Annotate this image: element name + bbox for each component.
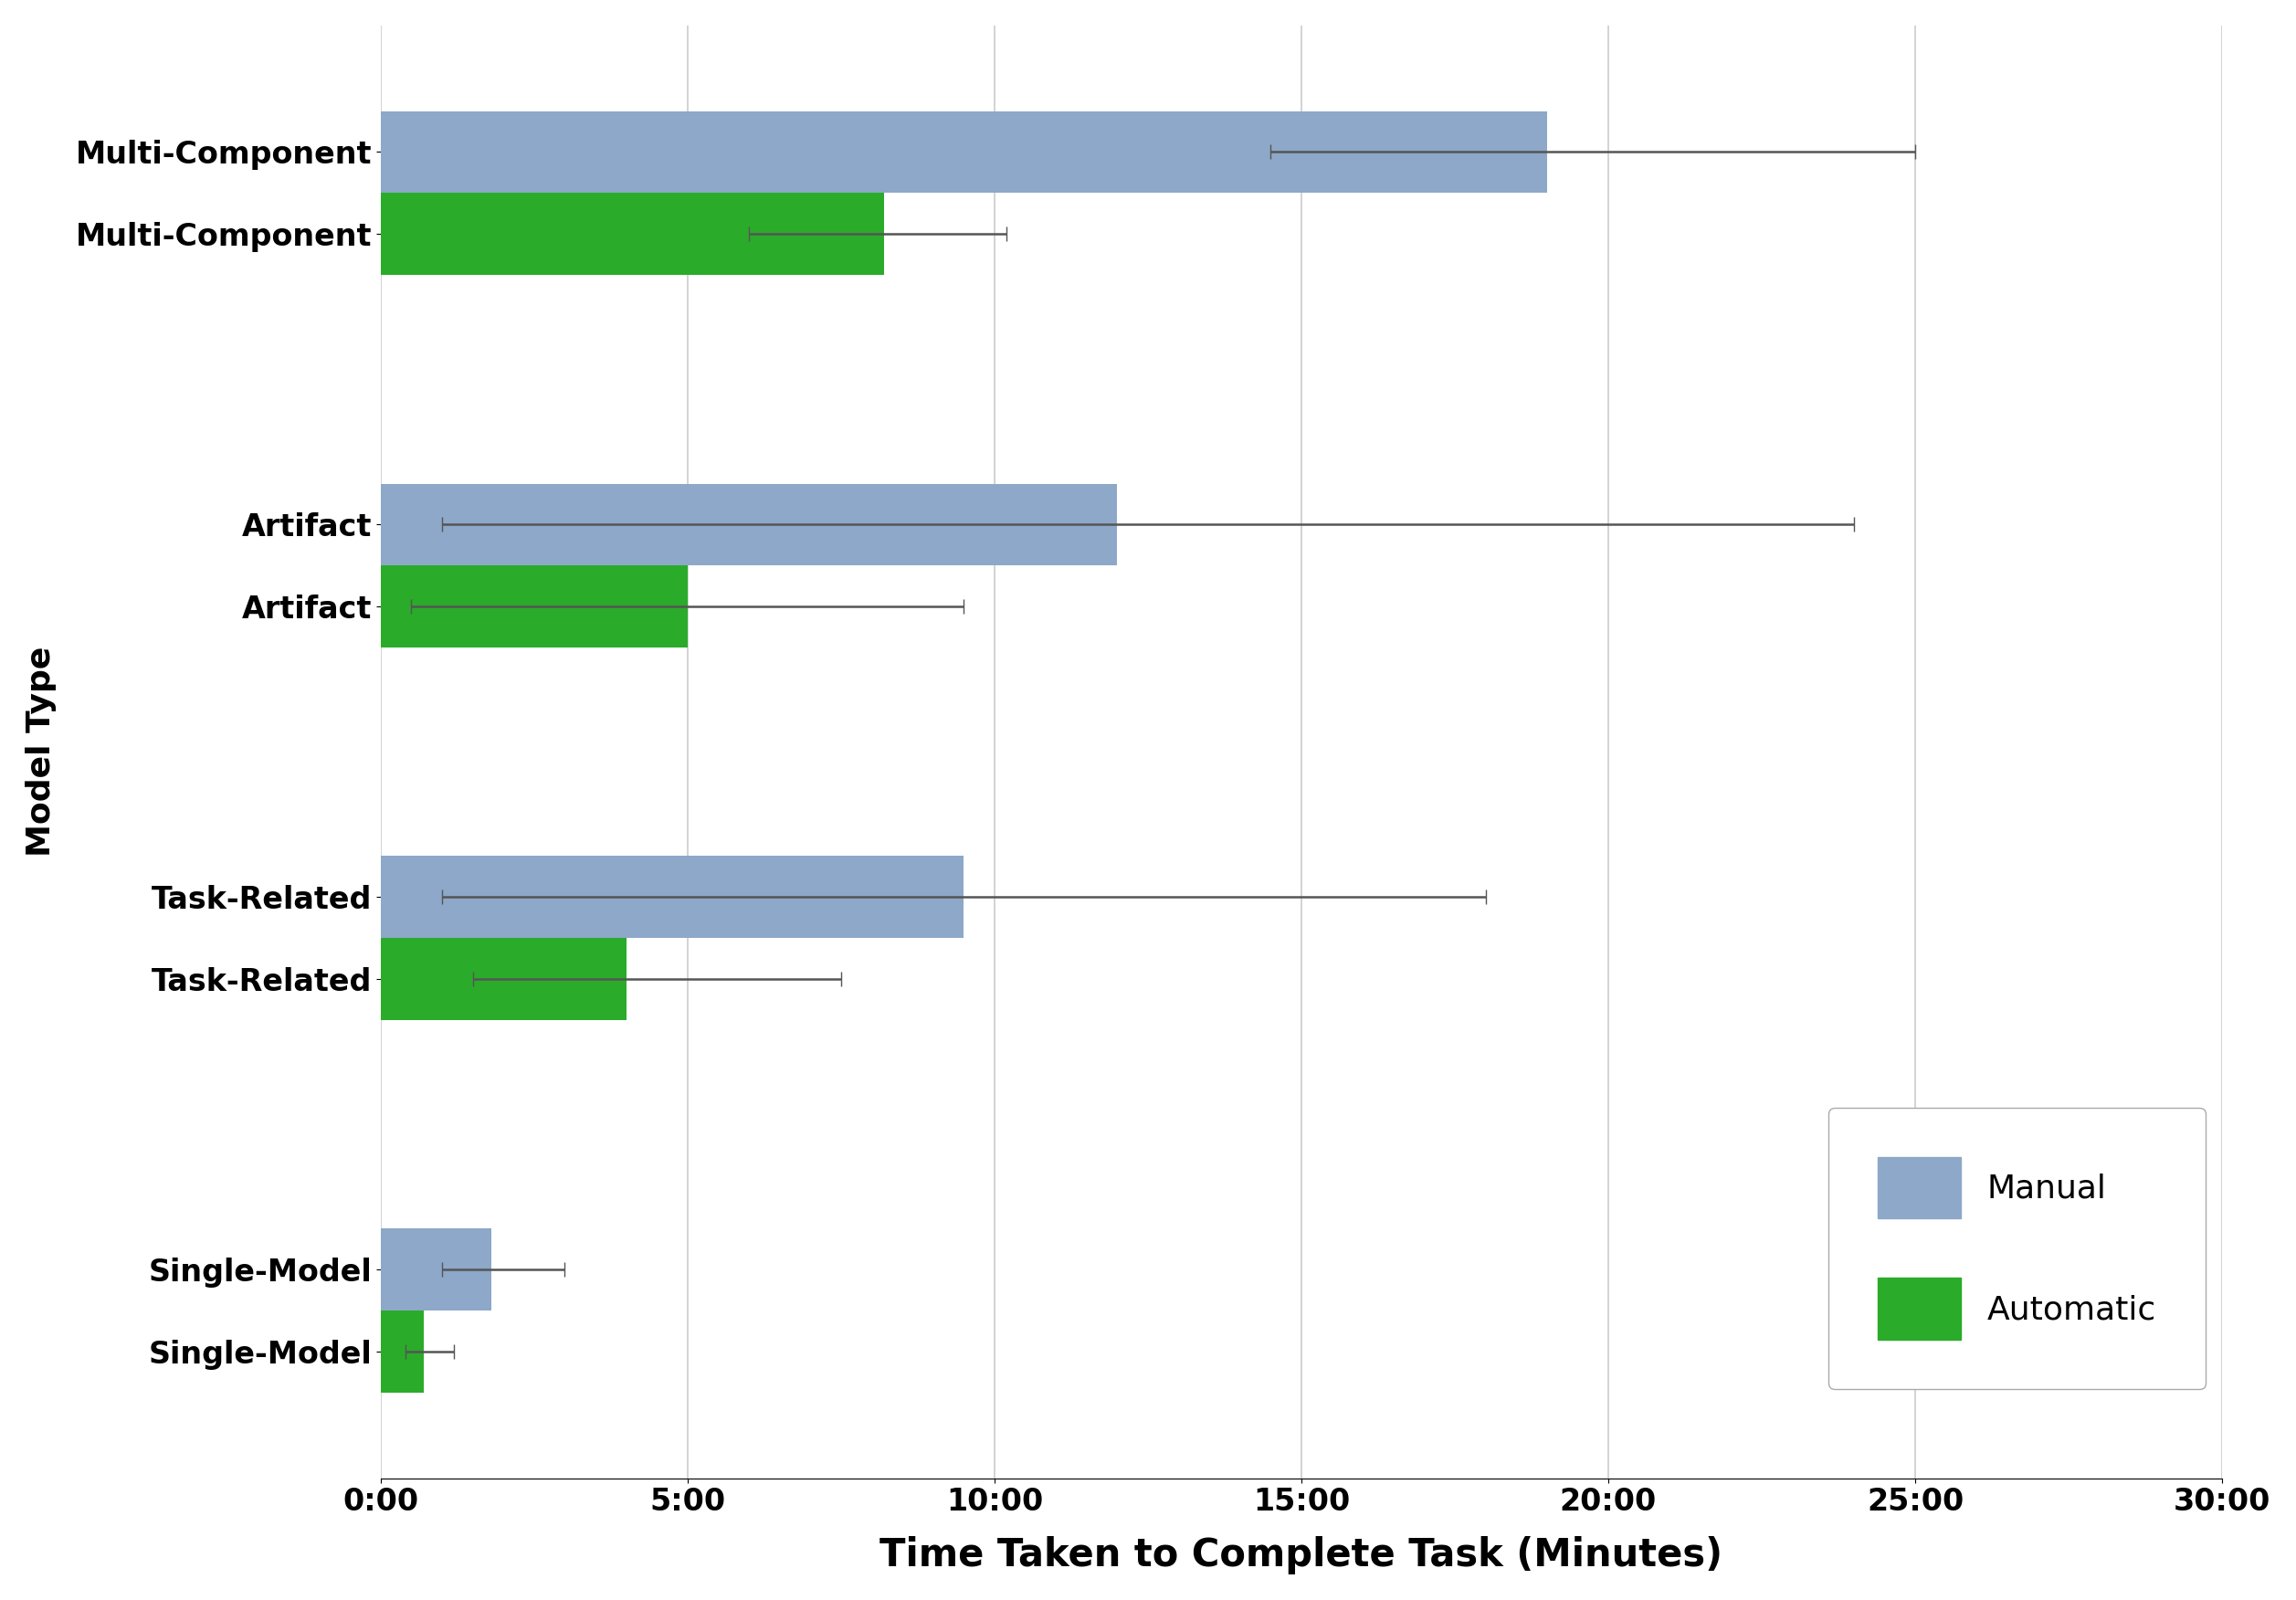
Bar bbox=[381, 194, 884, 275]
Bar bbox=[381, 565, 687, 648]
Legend: Manual, Automatic: Manual, Automatic bbox=[1828, 1107, 2206, 1389]
Bar bbox=[381, 1229, 491, 1310]
Bar bbox=[381, 938, 627, 1021]
Y-axis label: Model Type: Model Type bbox=[25, 646, 57, 858]
Bar bbox=[381, 1310, 425, 1392]
Bar bbox=[381, 856, 964, 938]
X-axis label: Time Taken to Complete Task (Minutes): Time Taken to Complete Task (Minutes) bbox=[879, 1536, 1722, 1574]
Bar bbox=[381, 483, 1118, 565]
Bar bbox=[381, 110, 1548, 194]
